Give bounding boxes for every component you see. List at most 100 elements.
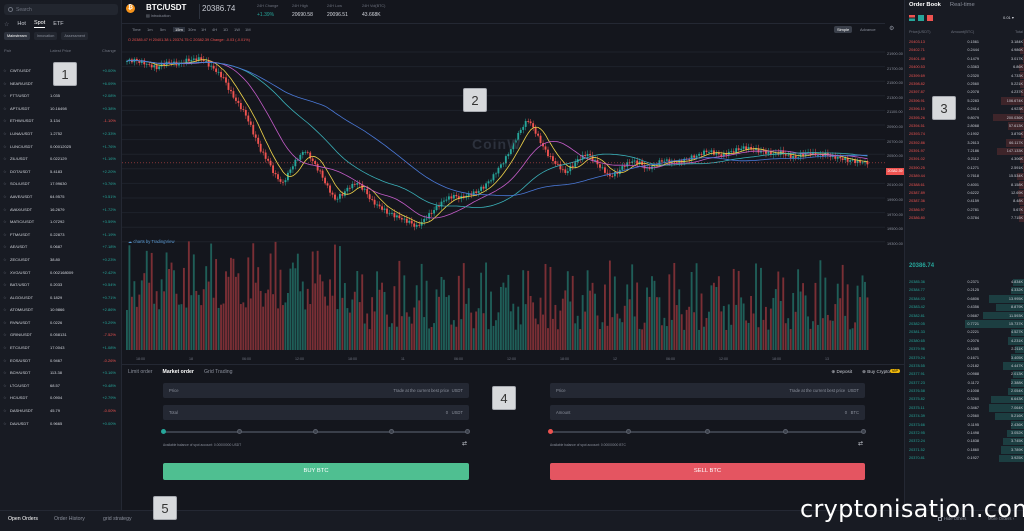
bids-view-icon[interactable] [918,15,924,21]
favorite-star-icon[interactable]: ☆ [3,206,7,212]
favorite-star-icon[interactable]: ☆ [3,408,7,414]
ask-row[interactable]: 20399.69 0.2320 4.733K [905,72,1024,80]
favorite-star-icon[interactable]: ☆ [3,130,7,136]
bid-row[interactable]: 20371.52 0.1860 3.789K [905,446,1024,454]
bid-row[interactable]: 20384.03 0.6806 13.995K [905,295,1024,303]
bid-row[interactable]: 20372.95 0.1498 3.052K [905,429,1024,437]
bid-row[interactable]: 20385.36 0.2371 4.834K [905,278,1024,286]
favorite-star-icon[interactable]: ☆ [3,256,7,262]
favorites-star-icon[interactable]: ☆ [4,21,10,28]
tf-4h[interactable]: 4H [212,27,218,32]
ask-row[interactable]: 20386.80 0.3784 7.715K [905,214,1024,223]
tab-order-history[interactable]: Order History [54,516,85,522]
settings-icon[interactable]: ⚙ [889,26,895,32]
favorite-star-icon[interactable]: ☆ [3,319,7,325]
bid-row[interactable]: 20380.65 0.2076 4.231K [905,337,1024,345]
ask-row[interactable]: 20395.26 9.8079 200.036K [905,114,1024,122]
tf-1m[interactable]: 1m [147,27,153,32]
tab-spot[interactable]: Spot [33,20,46,28]
pair-row[interactable]: ☆ DOT/USDT 5.4183 +2.20% [0,165,122,178]
search-input[interactable]: Search [4,4,118,15]
ask-row[interactable]: 20401.48 0.1479 3.017K [905,55,1024,63]
favorite-star-icon[interactable]: ☆ [3,143,7,149]
ask-row[interactable]: 20389.44 0.7618 15.534K [905,172,1024,181]
buy-price-field[interactable]: Price Trade at the current best price US… [163,383,469,398]
pair-row[interactable]: ☆ XVG/USDT 0.002168009 +2.42% [0,266,122,279]
pair-row[interactable]: ☆ RVN/USDT 0.0226 +3.29% [0,316,122,329]
ask-row[interactable]: 20394.51 2.8068 57.613K [905,122,1024,130]
tab-grid-strategy[interactable]: grid strategy [103,516,132,522]
hide-others-checkbox[interactable]: Hide Others [938,516,966,521]
ask-row[interactable]: 20398.82 0.2560 5.221K [905,80,1024,88]
tf-time[interactable]: Time [132,27,141,32]
tab-real-time[interactable]: Real-time [949,2,975,8]
favorite-star-icon[interactable]: ☆ [3,68,7,73]
favorite-star-icon[interactable]: ☆ [3,219,7,225]
ask-row[interactable]: 20387.89 0.6222 12.69K [905,189,1024,197]
favorite-star-icon[interactable]: ☆ [3,370,7,376]
tab-hot[interactable]: Hot [17,21,26,27]
pair-row[interactable]: ☆ BAT/USDT 0.2033 +0.54% [0,278,122,291]
price-chart[interactable]: O 20385.47 H 20401.38 L 20374.75 C 20382… [122,36,885,364]
favorite-star-icon[interactable]: ☆ [3,93,7,99]
pair-row[interactable]: ☆ LUNC/USDT 0.00012025 +1.76% [0,140,122,153]
pair-row[interactable]: ☆ BCH/USDT 113.38 +3.16% [0,366,122,379]
bid-row[interactable]: 20374.39 0.2560 5.216K [905,412,1024,421]
pair-row[interactable]: ☆ ETHW/USDT 3.134 -1.10% [0,114,122,127]
ask-row[interactable]: 20391.97 7.2186 147.133K [905,147,1024,155]
sell-btc-button[interactable]: SELL BTC [550,463,865,480]
buy-total-field[interactable]: Total 0 USDT [163,405,469,420]
subtab-innovation[interactable]: Innovation [33,32,58,40]
favorite-star-icon[interactable]: ☆ [3,307,7,313]
bid-row[interactable]: 20372.24 0.1838 3.745K [905,437,1024,446]
favorite-star-icon[interactable]: ☆ [3,193,7,199]
ask-row[interactable]: 20386.97 0.2781 5.67K [905,206,1024,214]
favorite-star-icon[interactable]: ☆ [3,269,7,275]
ask-row[interactable]: 20396.10 0.2414 4.923K [905,105,1024,114]
bid-row[interactable]: 20383.42 0.4356 8.879K [905,303,1024,312]
tab-limit-order[interactable]: Limit order [128,369,153,375]
deposit-link[interactable]: ⊕ Deposit [831,369,853,374]
favorite-star-icon[interactable]: ☆ [3,118,7,124]
tab-order-book[interactable]: Order Book [909,2,941,8]
pair-row[interactable]: ☆ FTM/USDT 0.22873 +1.19% [0,228,122,241]
subtab-mainstream[interactable]: Mainstream [4,32,30,40]
favorite-star-icon[interactable]: ☆ [3,294,7,300]
col-pair[interactable]: Pair [4,48,12,53]
favorite-star-icon[interactable]: ☆ [3,345,7,351]
pair-row[interactable]: ☆ SOL/USDT 17.99630 +3.76% [0,177,122,190]
bid-row[interactable]: 20381.33 0.2221 4.527K [905,328,1024,337]
ask-row[interactable]: 20392.86 3.2613 66.117K [905,139,1024,147]
bid-row[interactable]: 20382.81 0.5687 11.593K [905,312,1024,320]
pair-row[interactable]: ☆ APT/USDT 10.16498 +0.38% [0,102,122,115]
ask-row[interactable]: 20393.74 0.1902 3.876K [905,130,1024,139]
price-axis[interactable]: 21900.00 21700.00 21500.00 21300.00 21100.00… [885,36,904,364]
subtab-assessment[interactable]: Assessment [61,32,89,40]
sell-amount-field[interactable]: Amount 0 BTC [550,405,865,420]
ask-row[interactable]: 20387.36 0.4159 8.48K [905,197,1024,206]
ask-row[interactable]: 20403.13 0.1561 3.184K [905,38,1024,46]
sell-price-field[interactable]: Price Trade at the current best price US… [550,383,865,398]
ask-row[interactable]: 20391.02 0.2112 4.306K [905,155,1024,164]
tab-market-order[interactable]: Market order [162,369,194,375]
bid-row[interactable]: 20376.58 0.1008 2.054K [905,387,1024,395]
favorite-star-icon[interactable]: ☆ [3,181,7,187]
tradingview-logo[interactable]: ☁ charts by TradingView [128,239,175,244]
advance-view-button[interactable]: Advance [860,27,876,32]
tab-grid-trading[interactable]: Grid Trading [203,369,233,375]
ask-row[interactable]: 20397.87 0.2078 4.237K [905,88,1024,97]
bid-row[interactable]: 20382.05 0.7721 15.737K [905,320,1024,328]
ask-row[interactable]: 20388.61 0.4001 8.158K [905,181,1024,189]
swap-icon[interactable]: ⇄ [462,441,468,447]
time-axis[interactable]: 18:00 18 06:00 12:00 18:00 11 06:00 12:00 18:00 1… [122,354,885,364]
bid-row[interactable]: 20377.23 0.1172 2.388K [905,379,1024,387]
tf-15m[interactable]: 15m [173,27,185,32]
bid-row[interactable]: 20370.81 0.1927 3.925K [905,454,1024,463]
tf-5m[interactable]: 5m [160,27,166,32]
ask-row[interactable]: 20396.91 5.2283 106.674K [905,97,1024,105]
swap-icon-sell[interactable]: ⇄ [858,441,864,447]
bid-row[interactable]: 20384.77 0.2125 4.332K [905,286,1024,295]
favorite-star-icon[interactable]: ☆ [3,156,7,162]
pair-row[interactable]: ☆ MATIC/USDT 1.07292 +3.59% [0,215,122,228]
favorite-star-icon[interactable]: ☆ [3,282,7,288]
